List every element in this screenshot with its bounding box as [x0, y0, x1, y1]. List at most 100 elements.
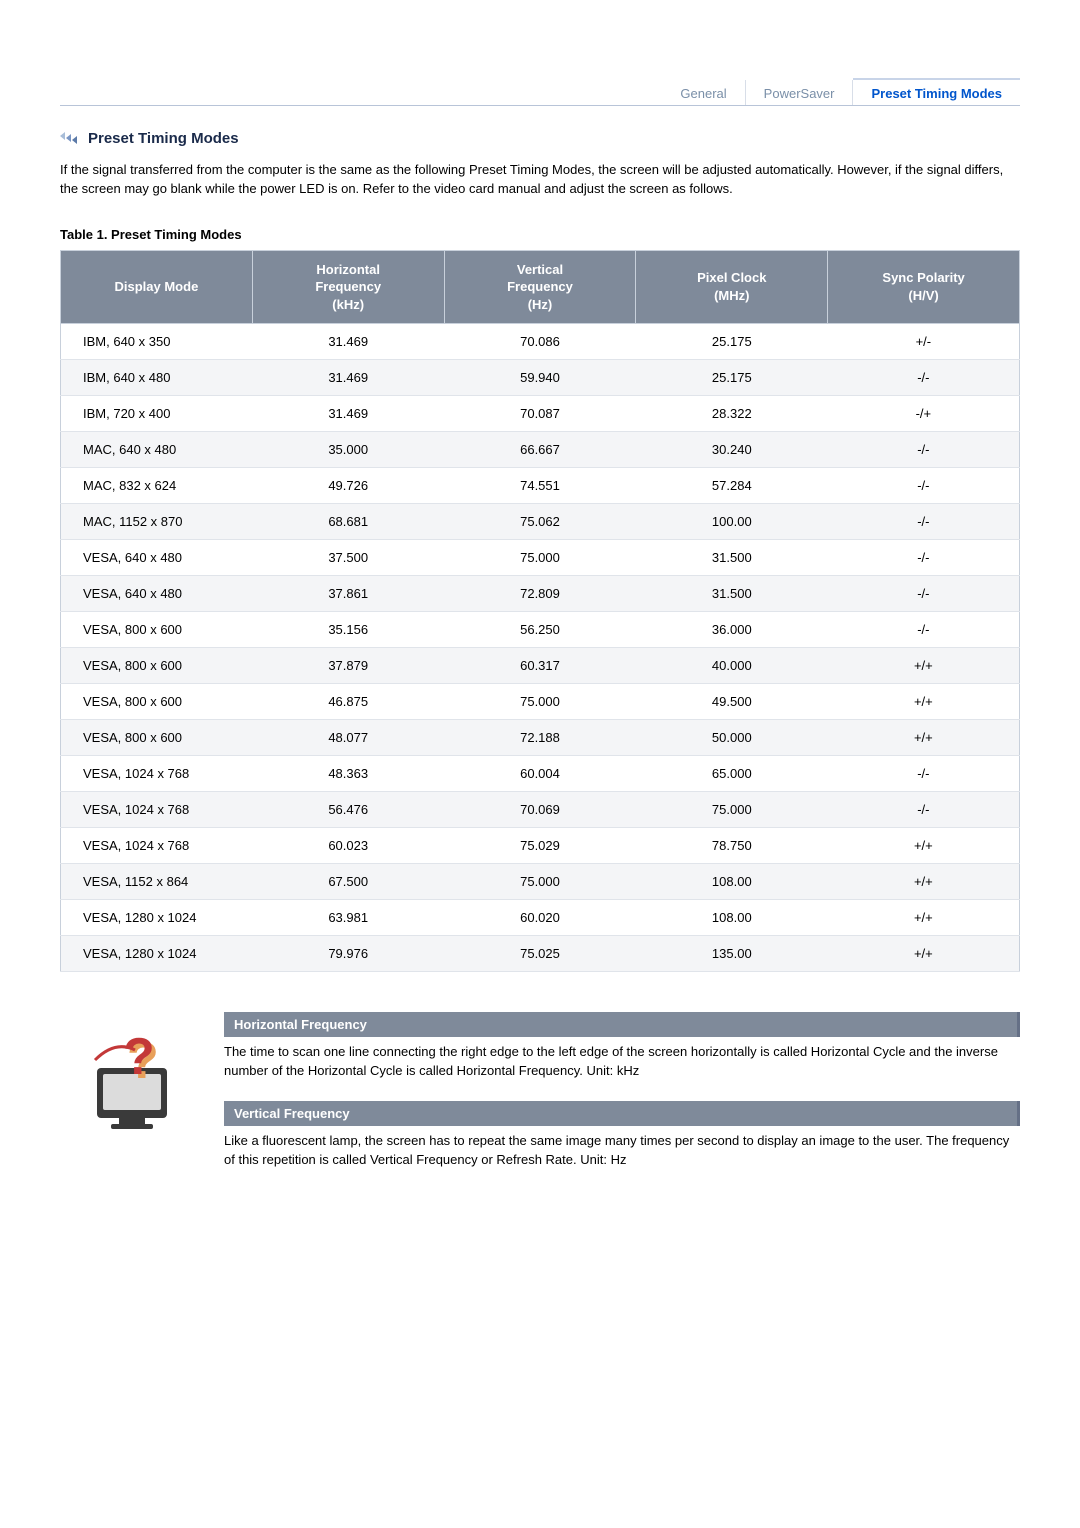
cell-display-mode: VESA, 800 x 600 [61, 684, 253, 720]
cell-value: 66.667 [444, 432, 636, 468]
table-row: MAC, 640 x 48035.00066.66730.240-/- [61, 432, 1020, 468]
cell-value: 31.500 [636, 540, 828, 576]
vertical-frequency-bar: Vertical Frequency [224, 1101, 1020, 1126]
cell-value: -/- [828, 432, 1020, 468]
cell-value: +/+ [828, 828, 1020, 864]
col-vertical-freq: Vertical Frequency (Hz) [444, 250, 636, 324]
cell-value: 67.500 [252, 864, 444, 900]
cell-value: +/+ [828, 720, 1020, 756]
table-row: VESA, 1280 x 102463.98160.020108.00+/+ [61, 900, 1020, 936]
col-sync-polarity: Sync Polarity (H/V) [828, 250, 1020, 324]
cell-value: 37.879 [252, 648, 444, 684]
monitor-illustration: ? ? [60, 1012, 200, 1140]
cell-value: 68.681 [252, 504, 444, 540]
cell-value: 75.000 [636, 792, 828, 828]
col-horizontal-freq: Horizontal Frequency (kHz) [252, 250, 444, 324]
cell-value: 65.000 [636, 756, 828, 792]
table-row: MAC, 1152 x 87068.68175.062100.00-/- [61, 504, 1020, 540]
cell-value: -/+ [828, 396, 1020, 432]
col-vf-l2: Frequency [507, 279, 573, 294]
vertical-frequency-text: Like a fluorescent lamp, the screen has … [224, 1132, 1020, 1170]
tab-powersaver[interactable]: PowerSaver [745, 80, 853, 105]
cell-value: 49.500 [636, 684, 828, 720]
cell-value: +/+ [828, 864, 1020, 900]
cell-display-mode: IBM, 640 x 480 [61, 360, 253, 396]
tab-preset-timing[interactable]: Preset Timing Modes [852, 80, 1020, 105]
col-hf-l2: Frequency [315, 279, 381, 294]
cell-value: -/- [828, 576, 1020, 612]
col-sp-l2: (H/V) [908, 288, 938, 303]
table-row: VESA, 1024 x 76848.36360.00465.000-/- [61, 756, 1020, 792]
horizontal-frequency-text: The time to scan one line connecting the… [224, 1043, 1020, 1081]
cell-display-mode: VESA, 1280 x 1024 [61, 936, 253, 972]
cell-value: 60.023 [252, 828, 444, 864]
col-pixel-clock: Pixel Clock (MHz) [636, 250, 828, 324]
col-hf-l1: Horizontal [316, 262, 380, 277]
cell-value: 59.940 [444, 360, 636, 396]
cell-display-mode: VESA, 640 x 480 [61, 576, 253, 612]
col-display-mode: Display Mode [61, 250, 253, 324]
cell-value: 75.029 [444, 828, 636, 864]
page-tabs: General PowerSaver Preset Timing Modes [60, 80, 1020, 106]
cell-value: 60.004 [444, 756, 636, 792]
col-vf-l1: Vertical [517, 262, 563, 277]
table-row: IBM, 640 x 35031.46970.08625.175+/- [61, 324, 1020, 360]
timing-table: Display Mode Horizontal Frequency (kHz) … [60, 250, 1020, 973]
table-row: VESA, 1024 x 76856.47670.06975.000-/- [61, 792, 1020, 828]
cell-value: 48.077 [252, 720, 444, 756]
cell-value: -/- [828, 612, 1020, 648]
col-vf-l3: (Hz) [528, 297, 553, 312]
horizontal-frequency-bar: Horizontal Frequency [224, 1012, 1020, 1037]
table-row: VESA, 800 x 60048.07772.18850.000+/+ [61, 720, 1020, 756]
cell-value: 36.000 [636, 612, 828, 648]
cell-value: 70.069 [444, 792, 636, 828]
cell-display-mode: VESA, 1024 x 768 [61, 756, 253, 792]
cell-value: 25.175 [636, 360, 828, 396]
cell-value: 70.087 [444, 396, 636, 432]
cell-value: 56.250 [444, 612, 636, 648]
cell-value: +/+ [828, 684, 1020, 720]
col-hf-l3: (kHz) [332, 297, 364, 312]
cell-value: 37.500 [252, 540, 444, 576]
cell-display-mode: VESA, 800 x 600 [61, 648, 253, 684]
cell-value: 75.062 [444, 504, 636, 540]
cell-value: -/- [828, 792, 1020, 828]
table-row: VESA, 640 x 48037.86172.80931.500-/- [61, 576, 1020, 612]
cell-value: -/- [828, 360, 1020, 396]
cell-value: 75.025 [444, 936, 636, 972]
cell-display-mode: VESA, 1280 x 1024 [61, 900, 253, 936]
cell-value: 79.976 [252, 936, 444, 972]
cell-display-mode: VESA, 640 x 480 [61, 540, 253, 576]
cell-value: 108.00 [636, 864, 828, 900]
cell-value: 49.726 [252, 468, 444, 504]
cell-value: +/+ [828, 900, 1020, 936]
cell-value: +/- [828, 324, 1020, 360]
cell-value: 70.086 [444, 324, 636, 360]
cell-value: -/- [828, 504, 1020, 540]
intro-paragraph: If the signal transferred from the compu… [60, 161, 1020, 199]
cell-value: 100.00 [636, 504, 828, 540]
cell-value: 72.809 [444, 576, 636, 612]
col-sp-l1: Sync Polarity [882, 270, 964, 285]
cell-value: 57.284 [636, 468, 828, 504]
cell-display-mode: MAC, 1152 x 870 [61, 504, 253, 540]
tab-general[interactable]: General [662, 80, 744, 105]
cell-display-mode: VESA, 800 x 600 [61, 612, 253, 648]
cell-display-mode: VESA, 1024 x 768 [61, 828, 253, 864]
section-title: Preset Timing Modes [88, 130, 239, 147]
cell-value: 30.240 [636, 432, 828, 468]
cell-value: 63.981 [252, 900, 444, 936]
cell-value: 75.000 [444, 684, 636, 720]
cell-display-mode: MAC, 832 x 624 [61, 468, 253, 504]
cell-display-mode: MAC, 640 x 480 [61, 432, 253, 468]
table-row: VESA, 800 x 60046.87575.00049.500+/+ [61, 684, 1020, 720]
cell-value: 31.469 [252, 396, 444, 432]
cell-value: 60.020 [444, 900, 636, 936]
cell-value: 75.000 [444, 864, 636, 900]
cell-value: 48.363 [252, 756, 444, 792]
arrows-icon [60, 132, 78, 146]
cell-value: 75.000 [444, 540, 636, 576]
cell-value: 46.875 [252, 684, 444, 720]
section-header: Preset Timing Modes [60, 130, 1020, 147]
col-pc-l1: Pixel Clock [697, 270, 766, 285]
